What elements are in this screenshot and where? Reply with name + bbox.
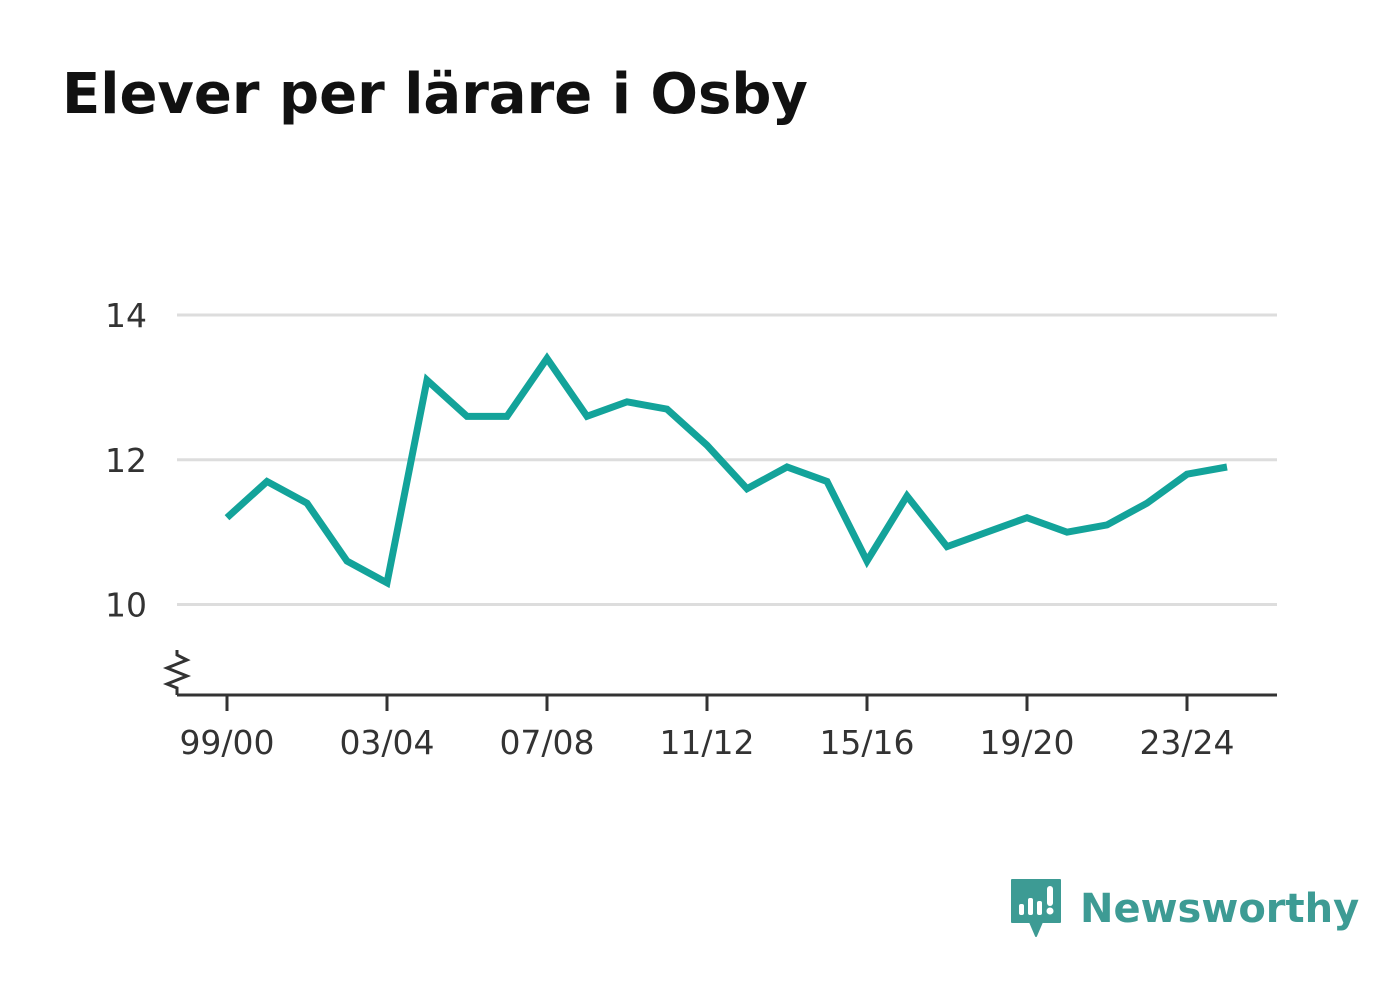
x-tick-label-19-20: 19/20 xyxy=(979,723,1074,762)
series-layer xyxy=(224,352,1228,589)
gridlines xyxy=(177,313,1277,607)
brand-logo: Newsworthy xyxy=(1010,878,1359,940)
axes xyxy=(162,650,1277,711)
newsworthy-logo-icon xyxy=(1011,879,1061,937)
brand-name: Newsworthy xyxy=(1080,886,1360,932)
series-line-0 xyxy=(224,352,1228,589)
x-tick-label-11-12: 11/12 xyxy=(659,723,754,762)
y-tick-label-10: 10 xyxy=(105,586,147,625)
x-tick-label-07-08: 07/08 xyxy=(499,723,594,762)
x-tick-label-23-24: 23/24 xyxy=(1139,723,1234,762)
axis-break-icon xyxy=(162,650,192,695)
y-tick-label-14: 14 xyxy=(105,296,147,335)
tick-labels: 10 12 14 99/00 03/04 07/08 11/12 15/16 19/20 23/2… xyxy=(105,296,1235,762)
y-tick-label-12: 12 xyxy=(105,441,147,480)
chart-title: Elever per lärare i Osby xyxy=(62,62,808,127)
x-tick-label-15-16: 15/16 xyxy=(819,723,914,762)
x-tick-label-99-00: 99/00 xyxy=(179,723,274,762)
x-tick-label-03-04: 03/04 xyxy=(339,723,434,762)
